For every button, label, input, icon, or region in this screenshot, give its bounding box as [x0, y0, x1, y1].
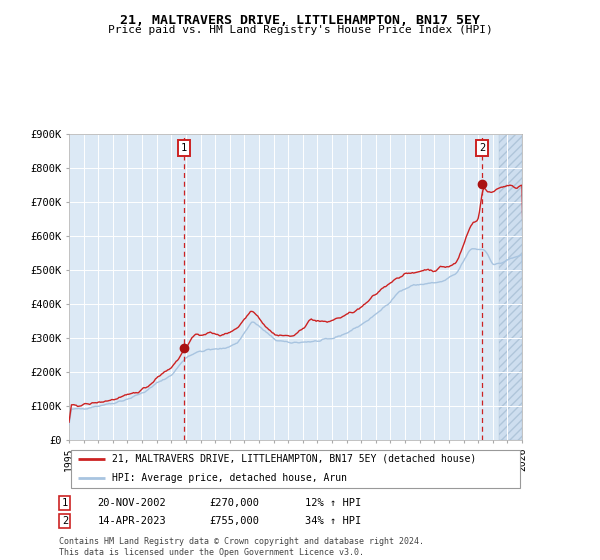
Text: 1: 1: [62, 498, 68, 508]
Text: Contains HM Land Registry data © Crown copyright and database right 2024.
This d: Contains HM Land Registry data © Crown c…: [59, 537, 424, 557]
FancyBboxPatch shape: [71, 450, 520, 488]
Text: 21, MALTRAVERS DRIVE, LITTLEHAMPTON, BN17 5EY: 21, MALTRAVERS DRIVE, LITTLEHAMPTON, BN1…: [120, 14, 480, 27]
Text: 2: 2: [479, 143, 485, 153]
Text: 1: 1: [181, 143, 187, 153]
Text: 34% ↑ HPI: 34% ↑ HPI: [305, 516, 361, 526]
Text: 20-NOV-2002: 20-NOV-2002: [98, 498, 166, 508]
Text: HPI: Average price, detached house, Arun: HPI: Average price, detached house, Arun: [112, 473, 347, 483]
Text: 2: 2: [62, 516, 68, 526]
Text: £755,000: £755,000: [209, 516, 260, 526]
Text: Price paid vs. HM Land Registry's House Price Index (HPI): Price paid vs. HM Land Registry's House …: [107, 25, 493, 35]
Bar: [499, 134, 522, 440]
Text: 12% ↑ HPI: 12% ↑ HPI: [305, 498, 361, 508]
Text: 14-APR-2023: 14-APR-2023: [98, 516, 166, 526]
Text: 21, MALTRAVERS DRIVE, LITTLEHAMPTON, BN17 5EY (detached house): 21, MALTRAVERS DRIVE, LITTLEHAMPTON, BN1…: [112, 454, 476, 464]
Text: £270,000: £270,000: [209, 498, 260, 508]
